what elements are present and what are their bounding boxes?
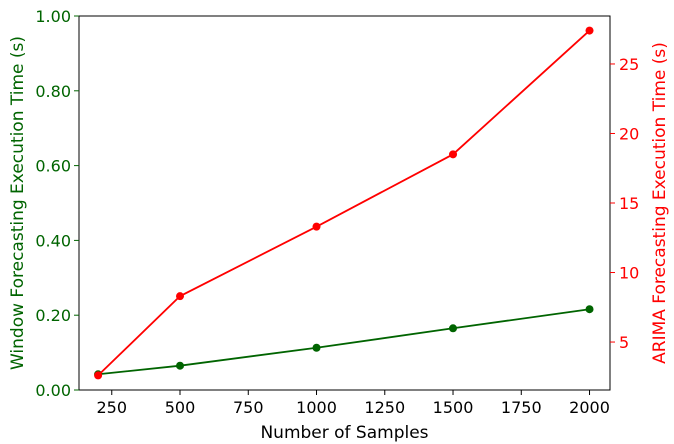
left-y-tick-label: 0.60 xyxy=(35,157,71,176)
right-y-axis-title: ARIMA Forecasting Execution Time (s) xyxy=(650,42,670,364)
axes-layer: 250 500 750 1000 1250 1500 1750 2000 0.00 0.20 0.4… xyxy=(35,7,639,417)
right-y-tick-label: 10 xyxy=(619,264,639,283)
window-series-point xyxy=(449,324,458,333)
x-tick-label: 500 xyxy=(165,398,196,417)
right-y-tick-label: 25 xyxy=(619,55,639,74)
x-tick-label: 1250 xyxy=(364,398,405,417)
left-y-tick-label: 0.40 xyxy=(35,231,71,250)
window-series-point xyxy=(176,361,185,370)
x-tick-label: 1000 xyxy=(296,398,337,417)
arima-series-point xyxy=(94,371,103,380)
right-y-tick-label: 20 xyxy=(619,124,639,143)
right-y-tick-label: 5 xyxy=(619,333,629,352)
arima-series-point xyxy=(176,292,185,301)
left-y-tick-label: 0.80 xyxy=(35,82,71,101)
left-y-axis-title: Window Forecasting Execution Time (s) xyxy=(8,36,28,370)
window-series-point xyxy=(312,343,321,352)
x-tick-label: 250 xyxy=(96,398,127,417)
arima-series-line xyxy=(97,29,591,377)
x-axis-title: Number of Samples xyxy=(260,423,428,443)
left-y-tick-label: 0.20 xyxy=(35,306,71,325)
plot-frame xyxy=(78,15,611,391)
left-y-tick-label: 1.00 xyxy=(35,7,71,26)
x-tick-label: 2000 xyxy=(569,398,610,417)
arima-series-point xyxy=(449,150,458,159)
arima-series-point xyxy=(312,222,321,231)
window-series-point xyxy=(585,305,594,314)
window-series-line xyxy=(98,308,590,376)
x-tick-label: 1750 xyxy=(501,398,542,417)
x-tick-label: 1500 xyxy=(433,398,474,417)
arima-series-point xyxy=(585,26,594,35)
series-layer xyxy=(94,26,594,380)
x-tick-label: 750 xyxy=(233,398,264,417)
left-y-tick-label: 0.00 xyxy=(35,381,71,400)
right-y-tick-label: 15 xyxy=(619,194,639,213)
